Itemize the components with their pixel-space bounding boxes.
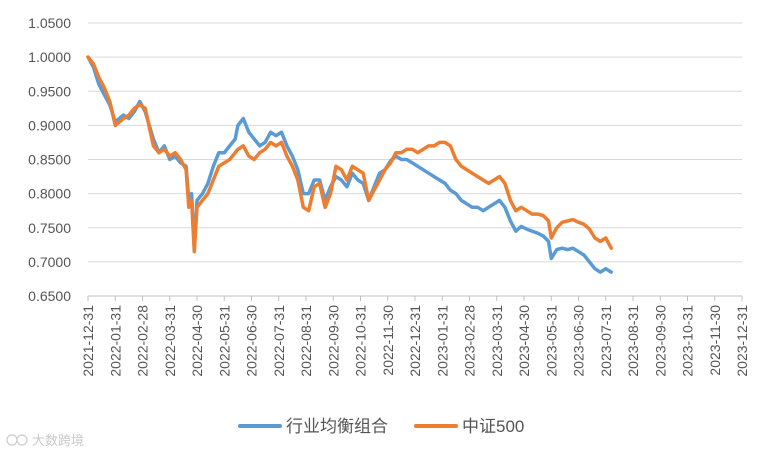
x-tick-label: 2023-12-31	[734, 305, 750, 377]
x-tick-label: 2022-07-31	[271, 305, 287, 377]
x-tick-label: 2022-06-30	[244, 305, 260, 377]
grid-lines	[88, 22, 742, 297]
series-lines	[86, 55, 613, 274]
x-tick-label: 2022-10-31	[353, 305, 369, 377]
x-tick-label: 2022-12-31	[407, 305, 423, 377]
x-tick-label: 2022-04-30	[189, 305, 205, 377]
x-tick-label: 2022-09-30	[325, 305, 341, 377]
legend-label-1: 中证500	[462, 417, 524, 436]
x-tick-label: 2023-07-31	[598, 305, 614, 377]
x-axis: 2021-12-31 2022-01-31 2022-02-28 2022-03-31…	[80, 296, 750, 377]
y-tick-label: 0.7000	[28, 254, 71, 270]
watermark: 大数跨境	[6, 433, 84, 448]
x-tick-label: 2023-03-31	[489, 305, 505, 377]
legend: 行业均衡组合 中证500	[238, 417, 524, 436]
x-tick-label: 2022-05-31	[216, 305, 232, 377]
y-tick-label: 0.9500	[28, 83, 71, 99]
y-tick-label: 0.8500	[28, 152, 71, 168]
y-tick-label: 0.7500	[28, 220, 71, 236]
y-tick-label: 0.8000	[28, 186, 71, 202]
x-tick-label: 2023-08-31	[625, 305, 641, 377]
x-tick-label: 2023-01-31	[434, 305, 450, 377]
x-tick-label: 2023-04-30	[516, 305, 532, 377]
x-tick-label: 2022-03-31	[162, 305, 178, 377]
x-tick-label: 2023-09-30	[652, 305, 668, 377]
x-tick-label: 2022-02-28	[135, 305, 151, 377]
x-tick-label: 2023-10-31	[680, 305, 696, 377]
watermark-logo-icon	[6, 434, 18, 446]
x-tick-label: 2022-11-30	[380, 305, 396, 376]
watermark-logo-icon-2	[16, 434, 28, 446]
y-tick-label: 1.0500	[28, 15, 71, 31]
legend-label-0: 行业均衡组合	[286, 417, 388, 436]
y-tick-label: 0.9000	[28, 117, 71, 133]
x-tick-label: 2023-05-31	[543, 305, 559, 377]
x-tick-label: 2023-06-30	[571, 305, 587, 377]
y-tick-label: 0.6500	[28, 288, 71, 304]
y-axis: 1.0500 1.0000 0.9500 0.9000 0.8500 0.8000 0.75…	[28, 15, 71, 304]
x-tick-label: 2022-01-31	[107, 305, 123, 377]
watermark-text: 大数跨境	[32, 433, 84, 448]
x-tick-label: 2022-08-31	[298, 305, 314, 377]
x-tick-label: 2023-02-28	[462, 305, 478, 377]
series-line-1	[86, 55, 613, 254]
x-tick-label: 2021-12-31	[80, 305, 96, 377]
y-tick-label: 1.0000	[28, 49, 71, 65]
x-tick-label: 2023-11-30	[707, 305, 723, 376]
series-line-0	[86, 55, 613, 274]
